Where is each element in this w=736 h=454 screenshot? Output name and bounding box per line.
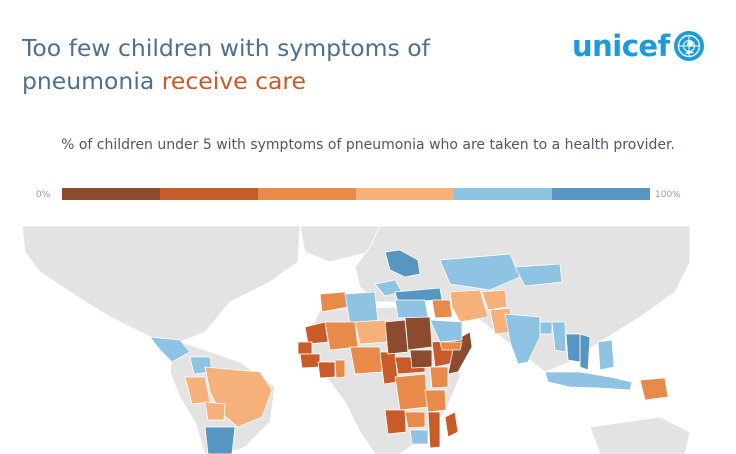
country-kenya [429,366,449,389]
country-iran [449,289,489,323]
country-indonesia [544,371,633,391]
map-subtitle: % of children under 5 with symptoms of p… [61,137,675,153]
country-vietnam [579,333,591,371]
title-main: Too few children with symptoms of pneumo… [22,34,430,95]
country-mexico-central [149,336,191,363]
country-india [504,313,541,365]
country-egypt [394,299,429,319]
country-argentina [204,426,236,454]
country-philippines [597,339,615,371]
country-sudan [404,316,433,351]
legend-max-label: 100% [655,190,681,200]
page-title: Too few children with symptoms of pneumo… [22,32,542,98]
country-tanzania [424,389,447,413]
legend-min-label: 0% [36,190,51,200]
country-mozambique [427,411,441,449]
country-somalia [447,331,473,375]
country-zambia [404,411,426,429]
country-south-sudan [409,349,433,369]
land-australia [589,416,691,454]
legend-band-1 [62,188,160,200]
land-north-america [21,225,301,343]
world-map [0,222,736,454]
country-mauritania [304,321,329,345]
country-ivory-coast [317,361,336,379]
country-bangladesh [539,321,553,335]
country-iraq [431,299,453,319]
country-madagascar [444,411,459,438]
legend-band-5 [454,188,552,200]
country-zimbabwe [409,429,429,445]
country-drc [394,373,429,411]
legend-band-6 [552,188,650,200]
country-afghanistan [481,289,508,311]
country-niger [354,319,389,345]
country-kazakhstan [439,253,521,291]
logo-wordmark: unicef [572,29,670,63]
country-peru [184,376,211,405]
unicef-logo: unicef [572,26,705,66]
country-senegal [297,341,313,355]
country-russia-north [384,249,421,278]
country-ghana [334,359,346,379]
country-yemen [439,341,463,351]
country-mongolia [514,263,563,287]
unicef-emblem-icon [673,31,704,61]
country-bolivia [204,401,226,421]
country-guinea [299,353,321,369]
country-thailand [565,333,581,363]
world-map-svg [21,225,691,454]
legend-color-scale [62,188,650,200]
country-algeria [344,291,379,325]
legend-band-4 [356,188,454,200]
country-nigeria [349,346,383,375]
country-chad [384,319,409,355]
country-mali [324,321,359,351]
country-papua-new-guinea [639,377,669,401]
country-saudi-arabia [429,319,463,343]
country-myanmar [551,321,567,353]
title-accent: receive care [161,67,307,95]
land-greenland [299,225,381,263]
legend-band-2 [160,188,258,200]
country-angola [384,409,407,435]
legend-band-3 [258,188,356,200]
